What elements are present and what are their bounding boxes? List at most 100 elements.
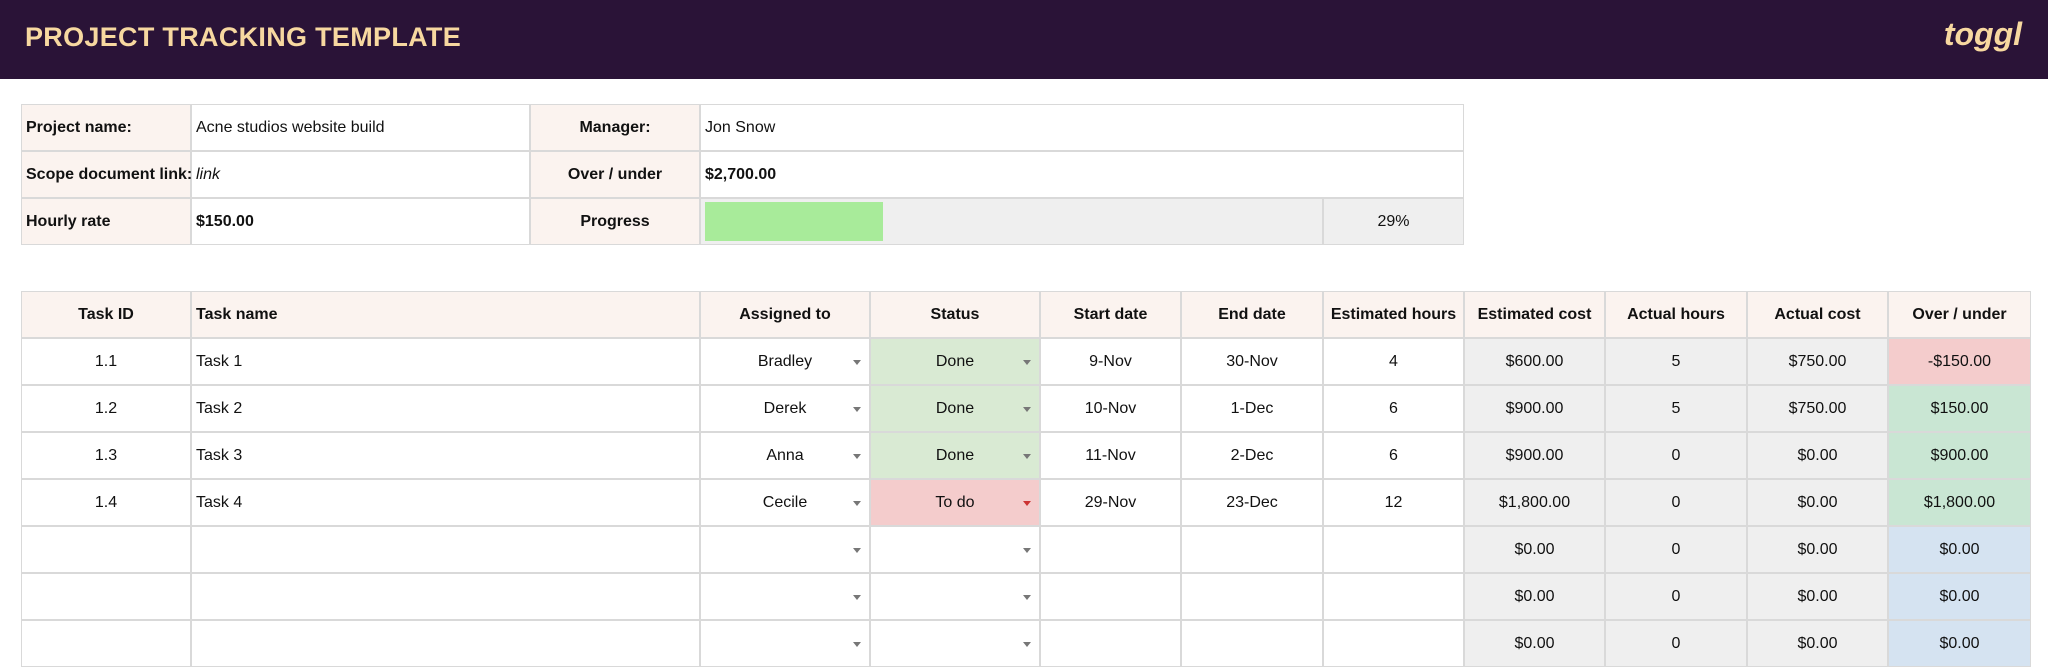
table-cell <box>1181 573 1323 620</box>
info-label: Over / under <box>530 151 700 198</box>
table-cell: 5 <box>1605 385 1747 432</box>
table-cell: 0 <box>1605 620 1747 667</box>
dropdown-arrow[interactable] <box>1023 642 1031 647</box>
table-cell <box>1323 526 1464 573</box>
table-cell[interactable]: Bradley <box>700 338 870 385</box>
info-label: Manager: <box>530 104 700 151</box>
table-cell: Task 4 <box>191 479 700 526</box>
dropdown-arrow[interactable] <box>1023 407 1031 412</box>
table-cell: 29-Nov <box>1040 479 1181 526</box>
table-cell: 6 <box>1323 432 1464 479</box>
table-cell: $0.00 <box>1888 620 2031 667</box>
table-cell: 1.1 <box>21 338 191 385</box>
info-label: Hourly rate <box>21 198 191 245</box>
table-cell <box>1040 620 1181 667</box>
info-label: Project name: <box>21 104 191 151</box>
dropdown-arrow[interactable] <box>1023 548 1031 553</box>
info-value: $2,700.00 <box>700 151 1464 198</box>
info-label: Scope document link: <box>21 151 192 198</box>
table-cell: 6 <box>1323 385 1464 432</box>
table-cell: $900.00 <box>1464 385 1605 432</box>
table-cell: 12 <box>1323 479 1464 526</box>
table-cell: 0 <box>1605 479 1747 526</box>
table-cell: $900.00 <box>1888 432 2031 479</box>
table-cell[interactable] <box>700 526 870 573</box>
dropdown-arrow[interactable] <box>853 642 861 647</box>
table-cell: 5 <box>1605 338 1747 385</box>
table-cell: Task 1 <box>191 338 700 385</box>
table-cell: -$150.00 <box>1888 338 2031 385</box>
table-cell[interactable]: Done <box>870 338 1040 385</box>
dropdown-arrow[interactable] <box>853 407 861 412</box>
column-header: Status <box>870 291 1040 338</box>
table-cell: 23-Dec <box>1181 479 1323 526</box>
table-cell: $0.00 <box>1747 432 1888 479</box>
table-cell[interactable] <box>700 620 870 667</box>
header-bar: PROJECT TRACKING TEMPLATE toggl <box>0 0 2048 79</box>
table-cell <box>21 526 191 573</box>
dropdown-arrow[interactable] <box>853 501 861 506</box>
table-cell <box>21 573 191 620</box>
table-cell: $150.00 <box>1888 385 2031 432</box>
table-cell: $750.00 <box>1747 385 1888 432</box>
table-cell <box>21 620 191 667</box>
table-cell[interactable] <box>870 620 1040 667</box>
table-cell: $0.00 <box>1888 526 2031 573</box>
column-header: Task ID <box>21 291 191 338</box>
table-cell <box>191 526 700 573</box>
dropdown-arrow[interactable] <box>1023 595 1031 600</box>
table-cell[interactable]: To do <box>870 479 1040 526</box>
table-cell: $0.00 <box>1747 573 1888 620</box>
table-cell: 1.2 <box>21 385 191 432</box>
table-cell: 1.3 <box>21 432 191 479</box>
dropdown-arrow[interactable] <box>1023 360 1031 365</box>
info-value: link <box>191 151 530 198</box>
column-header: Estimated cost <box>1464 291 1605 338</box>
table-cell: 4 <box>1323 338 1464 385</box>
dropdown-arrow[interactable] <box>853 595 861 600</box>
column-header: Start date <box>1040 291 1181 338</box>
dropdown-arrow[interactable] <box>1023 501 1031 506</box>
table-cell <box>191 573 700 620</box>
table-cell: 0 <box>1605 526 1747 573</box>
table-cell <box>1323 620 1464 667</box>
table-cell[interactable] <box>870 573 1040 620</box>
table-cell: $750.00 <box>1747 338 1888 385</box>
table-cell <box>1323 573 1464 620</box>
table-cell[interactable] <box>700 573 870 620</box>
table-cell: $600.00 <box>1464 338 1605 385</box>
table-cell: $0.00 <box>1888 573 2031 620</box>
info-label: Progress <box>530 198 700 245</box>
table-cell[interactable]: Cecile <box>700 479 870 526</box>
progress-label: 29% <box>1323 198 1464 245</box>
table-cell[interactable]: Derek <box>700 385 870 432</box>
table-cell[interactable]: Anna <box>700 432 870 479</box>
table-cell: 1.4 <box>21 479 191 526</box>
table-cell: $0.00 <box>1464 620 1605 667</box>
table-cell[interactable]: Done <box>870 432 1040 479</box>
table-cell[interactable] <box>870 526 1040 573</box>
table-cell: $0.00 <box>1747 479 1888 526</box>
column-header: Over / under <box>1888 291 2031 338</box>
dropdown-arrow[interactable] <box>853 548 861 553</box>
dropdown-arrow[interactable] <box>1023 454 1031 459</box>
table-cell: 30-Nov <box>1181 338 1323 385</box>
table-cell: 0 <box>1605 573 1747 620</box>
table-cell: $1,800.00 <box>1464 479 1605 526</box>
column-header: Actual hours <box>1605 291 1747 338</box>
progress-track <box>700 198 1323 245</box>
table-cell: $0.00 <box>1747 526 1888 573</box>
table-cell <box>1181 620 1323 667</box>
table-cell: 11-Nov <box>1040 432 1181 479</box>
table-cell: 0 <box>1605 432 1747 479</box>
table-cell[interactable]: Done <box>870 385 1040 432</box>
table-cell: $0.00 <box>1747 620 1888 667</box>
info-value: Jon Snow <box>700 104 1464 151</box>
table-cell <box>1040 526 1181 573</box>
table-cell: 10-Nov <box>1040 385 1181 432</box>
table-cell: 9-Nov <box>1040 338 1181 385</box>
dropdown-arrow[interactable] <box>853 360 861 365</box>
table-cell: Task 2 <box>191 385 700 432</box>
dropdown-arrow[interactable] <box>853 454 861 459</box>
logo[interactable]: toggl <box>1943 16 2022 52</box>
